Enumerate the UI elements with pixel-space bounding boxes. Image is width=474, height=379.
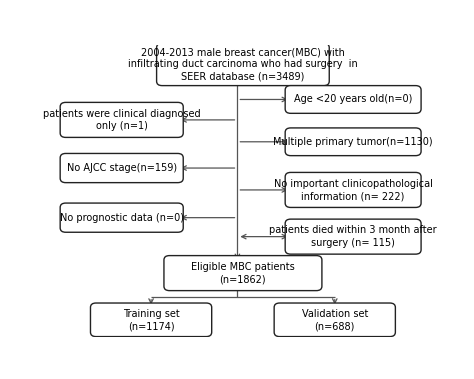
Text: patients were clinical diagnosed
only (n=1): patients were clinical diagnosed only (n… (43, 109, 201, 131)
Text: Multiple primary tumor(n=1130): Multiple primary tumor(n=1130) (273, 137, 433, 147)
FancyBboxPatch shape (60, 153, 183, 183)
Text: Training set
(n=1174): Training set (n=1174) (123, 309, 180, 331)
FancyBboxPatch shape (274, 303, 395, 337)
Text: No AJCC stage(n=159): No AJCC stage(n=159) (67, 163, 177, 173)
FancyBboxPatch shape (156, 43, 329, 86)
Text: No important clinicopathological
information (n= 222): No important clinicopathological informa… (273, 179, 433, 201)
Text: patients died within 3 month after
surgery (n= 115): patients died within 3 month after surge… (269, 226, 437, 248)
FancyBboxPatch shape (285, 219, 421, 254)
Text: 2004-2013 male breast cancer(MBC) with
infiltrating duct carcinoma who had surge: 2004-2013 male breast cancer(MBC) with i… (128, 47, 358, 82)
FancyBboxPatch shape (285, 86, 421, 113)
FancyBboxPatch shape (60, 203, 183, 232)
Text: Age <20 years old(n=0): Age <20 years old(n=0) (294, 94, 412, 105)
FancyBboxPatch shape (285, 172, 421, 207)
Text: Eligible MBC patients
(n=1862): Eligible MBC patients (n=1862) (191, 262, 295, 284)
FancyBboxPatch shape (91, 303, 212, 337)
Text: No prognostic data (n=0): No prognostic data (n=0) (60, 213, 184, 222)
Text: Validation set
(n=688): Validation set (n=688) (301, 309, 368, 331)
FancyBboxPatch shape (164, 255, 322, 291)
FancyBboxPatch shape (60, 102, 183, 138)
FancyBboxPatch shape (285, 128, 421, 156)
